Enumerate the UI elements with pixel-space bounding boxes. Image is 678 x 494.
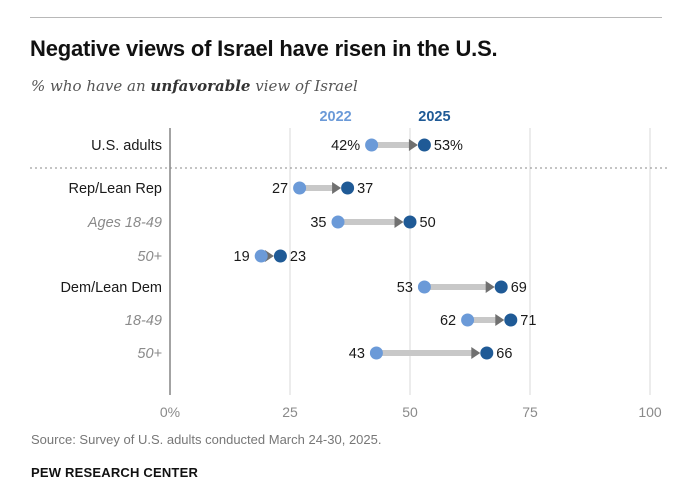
dot-2022 bbox=[365, 138, 379, 152]
data-label-2022: 62 bbox=[440, 313, 456, 329]
row-label: Rep/Lean Rep bbox=[68, 181, 162, 197]
dot-2025 bbox=[504, 313, 518, 327]
x-tick-label: 75 bbox=[522, 404, 538, 420]
source-note: Source: Survey of U.S. adults conducted … bbox=[31, 432, 382, 447]
data-label-2022: 42% bbox=[331, 138, 360, 154]
dot-2022 bbox=[369, 346, 383, 360]
data-label-2025: 66 bbox=[496, 346, 512, 362]
dot-2022 bbox=[331, 215, 345, 229]
x-tick-label: 100 bbox=[638, 404, 662, 420]
row-label: 50+ bbox=[137, 346, 162, 362]
dot-2025 bbox=[403, 215, 417, 229]
legend-2022: 2022 bbox=[319, 109, 351, 125]
data-label-2025: 23 bbox=[290, 249, 306, 265]
data-label-2022: 53 bbox=[397, 280, 413, 296]
row-label: 50+ bbox=[137, 249, 162, 265]
dot-2025 bbox=[494, 280, 508, 294]
data-label-2025: 69 bbox=[511, 280, 527, 296]
subtitle-prefix: % who have an bbox=[31, 77, 151, 95]
row-label: 18-49 bbox=[125, 313, 162, 329]
change-arrowhead bbox=[485, 281, 495, 293]
change-arrowhead bbox=[495, 314, 505, 326]
change-arrowhead bbox=[408, 139, 418, 151]
row-label: Dem/Lean Dem bbox=[60, 280, 162, 296]
dot-2025 bbox=[417, 138, 431, 152]
x-tick-label: 25 bbox=[282, 404, 298, 420]
dot-2022 bbox=[254, 249, 268, 263]
dot-arrow-chart: 0% 25 50 75 100 2022 2025 U.S. adults 42% 53% Rep/… bbox=[30, 109, 668, 420]
data-label-2022: 43 bbox=[349, 346, 365, 362]
subtitle-emphasis: unfavorable bbox=[150, 77, 251, 95]
change-arrowhead bbox=[471, 347, 481, 359]
chart-title: Negative views of Israel have risen in t… bbox=[30, 36, 498, 61]
dot-2025 bbox=[480, 346, 494, 360]
subtitle-suffix: view of Israel bbox=[250, 77, 358, 95]
dot-2022 bbox=[461, 313, 475, 327]
change-arrowhead bbox=[332, 182, 342, 194]
row-label: Ages 18-49 bbox=[87, 215, 162, 231]
change-arrowhead bbox=[394, 216, 404, 228]
legend-2025: 2025 bbox=[418, 109, 450, 125]
data-label-2025: 71 bbox=[520, 313, 536, 329]
data-label-2022: 27 bbox=[272, 181, 288, 197]
data-label-2022: 19 bbox=[234, 249, 250, 265]
dot-2022 bbox=[293, 181, 307, 195]
x-tick-label: 0% bbox=[160, 404, 180, 420]
dot-2025 bbox=[273, 249, 287, 263]
data-label-2022: 35 bbox=[310, 215, 326, 231]
change-arrowhead bbox=[264, 250, 274, 262]
data-label-2025: 37 bbox=[357, 181, 373, 197]
data-label-2025: 50 bbox=[420, 215, 436, 231]
data-label-2025: 53% bbox=[434, 138, 463, 154]
row-label: U.S. adults bbox=[91, 138, 162, 154]
top-rule bbox=[30, 17, 662, 18]
pew-research-center-logo: PEW RESEARCH CENTER bbox=[31, 465, 199, 480]
x-tick-label: 50 bbox=[402, 404, 418, 420]
dot-2025 bbox=[341, 181, 355, 195]
dot-2022 bbox=[417, 280, 431, 294]
chart-subtitle: % who have an unfavorable view of Israel bbox=[31, 77, 358, 95]
